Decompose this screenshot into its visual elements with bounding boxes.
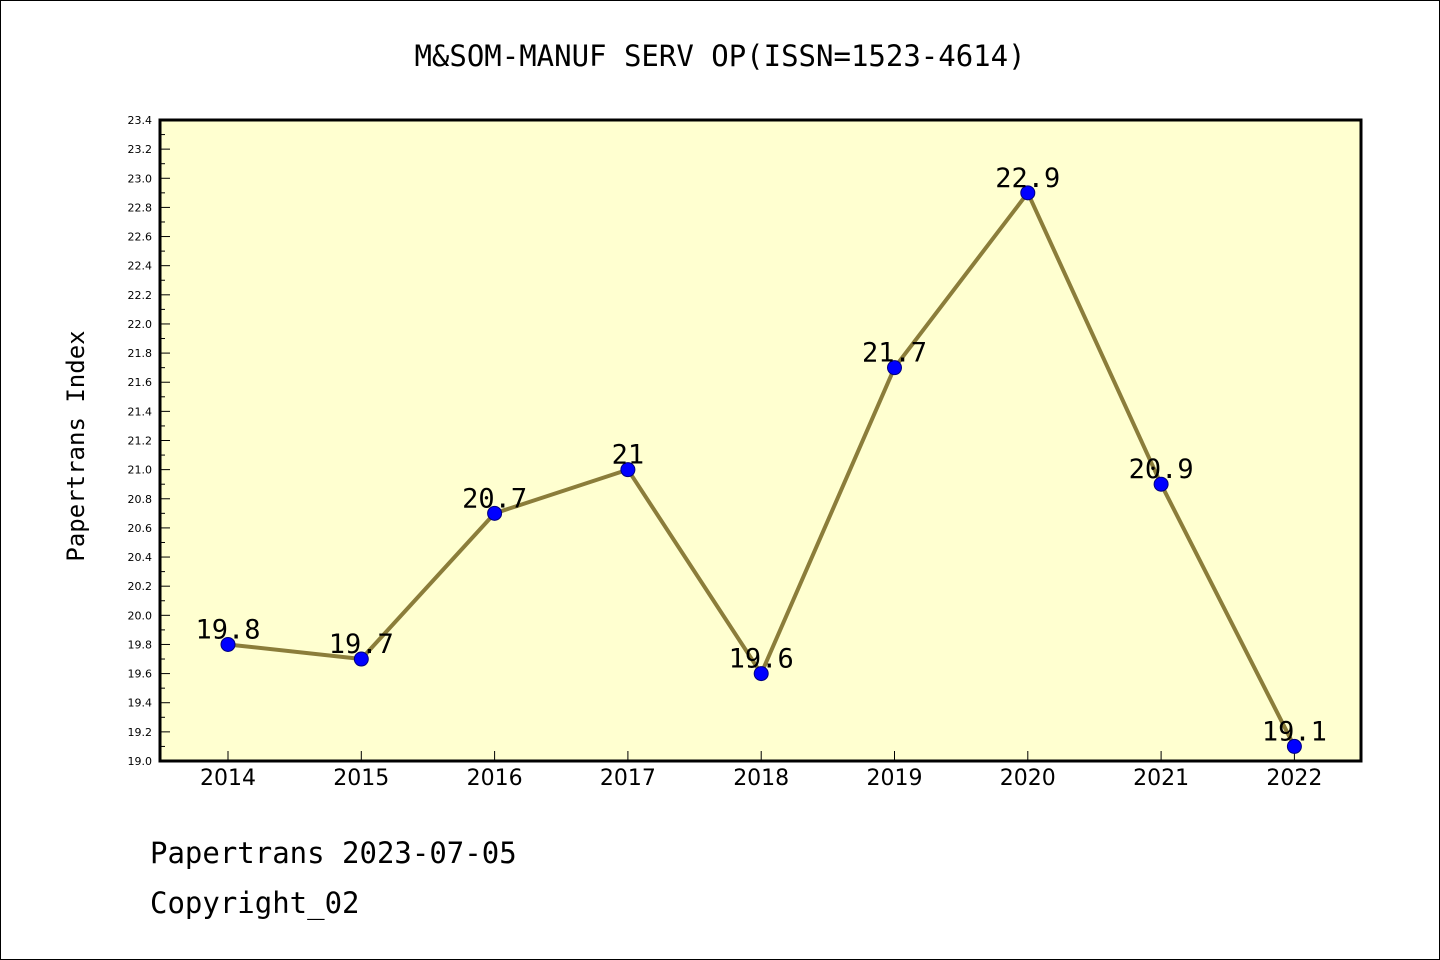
data-label: 19.8 bbox=[195, 614, 260, 645]
y-tick-label: 22.4 bbox=[128, 260, 153, 273]
y-tick-label: 23.2 bbox=[128, 143, 153, 156]
y-tick-label: 19.2 bbox=[128, 726, 153, 739]
data-label: 20.7 bbox=[462, 483, 527, 514]
data-label: 21.7 bbox=[862, 338, 927, 369]
y-tick-label: 19.8 bbox=[128, 638, 153, 651]
x-tick-label: 2019 bbox=[867, 766, 923, 791]
x-tick-label: 2016 bbox=[467, 766, 523, 791]
x-axis-ticks: 2014 2015 2016 2017 2018 2019 2020 2021 2022 bbox=[200, 751, 1322, 791]
y-tick-label: 21.4 bbox=[128, 405, 153, 418]
footer-date: Papertrans 2023-07-05 bbox=[150, 836, 517, 870]
y-tick-label: 19.0 bbox=[128, 755, 153, 768]
data-label: 19.6 bbox=[729, 644, 794, 675]
y-tick-label: 22.0 bbox=[128, 318, 153, 331]
y-tick-label: 19.6 bbox=[128, 668, 153, 681]
x-tick-label: 2018 bbox=[733, 766, 789, 791]
x-tick-label: 2022 bbox=[1266, 766, 1322, 791]
y-tick-label: 20.8 bbox=[128, 493, 153, 506]
y-tick-label: 20.6 bbox=[128, 522, 153, 535]
y-tick-label: 22.2 bbox=[128, 289, 153, 302]
data-label: 21 bbox=[612, 440, 645, 471]
data-point bbox=[1153, 476, 1169, 492]
y-tick-label: 20.0 bbox=[128, 609, 153, 622]
footer-copyright: Copyright_02 bbox=[150, 886, 360, 920]
y-axis-ticks: 19.0 19.2 19.4 19.6 19.8 20.0 20.2 20.4 20.6 20.8… bbox=[128, 114, 170, 768]
data-point bbox=[887, 360, 902, 376]
data-label: 22.9 bbox=[995, 163, 1060, 194]
data-label: 19.7 bbox=[329, 629, 394, 660]
y-tick-label: 21.2 bbox=[128, 435, 153, 448]
y-tick-label: 23.0 bbox=[128, 172, 153, 185]
y-tick-label: 22.8 bbox=[128, 201, 153, 214]
data-point bbox=[620, 462, 636, 478]
chart-title: M&SOM-MANUF SERV OP(ISSN=1523-4614) bbox=[414, 39, 1025, 73]
x-tick-label: 2017 bbox=[600, 766, 656, 791]
y-tick-label: 20.2 bbox=[128, 580, 153, 593]
data-point bbox=[353, 651, 369, 667]
y-tick-label: 22.6 bbox=[128, 231, 153, 244]
y-axis-label: Papertrans Index bbox=[62, 330, 90, 561]
data-point bbox=[1020, 185, 1036, 201]
x-tick-label: 2020 bbox=[1000, 766, 1056, 791]
x-tick-label: 2021 bbox=[1133, 766, 1189, 791]
data-point bbox=[1286, 738, 1302, 754]
data-label: 19.1 bbox=[1262, 716, 1327, 747]
data-point bbox=[220, 636, 236, 652]
data-label: 20.9 bbox=[1129, 454, 1194, 485]
y-tick-label: 23.4 bbox=[128, 114, 153, 127]
y-tick-label: 20.4 bbox=[128, 551, 153, 564]
x-tick-label: 2014 bbox=[200, 766, 256, 791]
x-tick-label: 2015 bbox=[333, 766, 389, 791]
y-tick-label: 21.6 bbox=[128, 376, 153, 389]
data-point bbox=[487, 505, 503, 521]
y-tick-label: 21.0 bbox=[128, 464, 153, 477]
y-tick-label: 19.4 bbox=[128, 697, 153, 710]
data-point bbox=[753, 666, 769, 682]
series-line-group: 19.8 19.7 20.7 21 19.6 21.7 22.9 20.9 19.1 bbox=[195, 163, 1327, 754]
y-tick-label: 21.8 bbox=[128, 347, 153, 360]
